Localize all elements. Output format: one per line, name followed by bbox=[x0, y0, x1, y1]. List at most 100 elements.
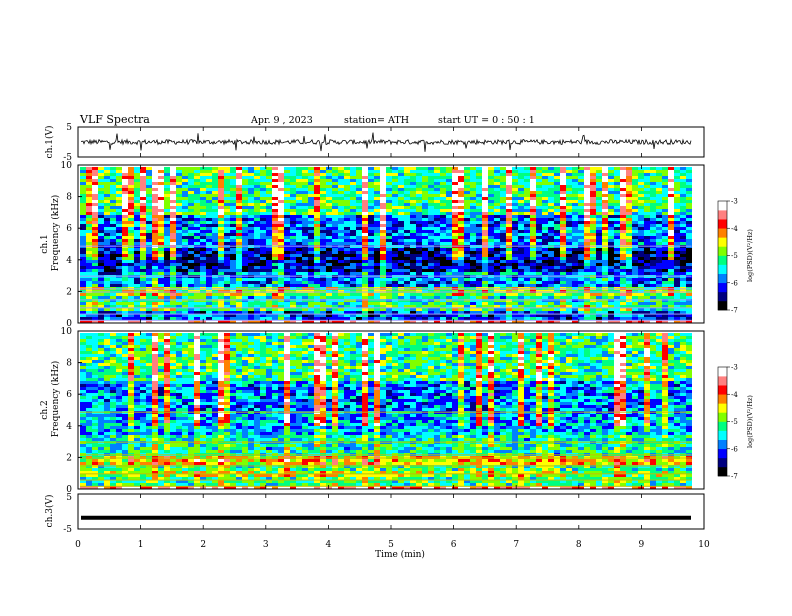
spectrogram-cell bbox=[398, 206, 404, 210]
spectrogram-cell bbox=[182, 299, 188, 303]
spectrogram-cell bbox=[542, 305, 548, 309]
spectrogram-cell bbox=[158, 230, 164, 234]
spectrogram-cell bbox=[344, 170, 350, 174]
spectrogram-cell bbox=[320, 200, 326, 204]
spectrogram-cell bbox=[320, 182, 326, 186]
spectrogram-cell bbox=[218, 269, 224, 273]
spectrogram-cell bbox=[176, 251, 182, 255]
spectrogram-cell bbox=[554, 314, 560, 318]
spectrogram-cell bbox=[146, 299, 152, 303]
spectrogram-cell bbox=[566, 278, 572, 282]
spectrogram-cell bbox=[212, 203, 218, 207]
spectrogram-cell bbox=[308, 212, 314, 216]
spectrogram-cell bbox=[248, 299, 254, 303]
spectrogram-cell bbox=[554, 239, 560, 243]
spectrogram-cell bbox=[224, 239, 230, 243]
spectrogram-cell bbox=[620, 311, 626, 315]
spectrogram-cell bbox=[374, 257, 380, 261]
spectrogram-cell bbox=[584, 284, 590, 288]
spectrogram-cell bbox=[122, 182, 128, 186]
spectrogram-cell bbox=[584, 194, 590, 198]
spectrogram-cell bbox=[500, 209, 506, 213]
spectrogram-cell bbox=[200, 272, 206, 276]
spectrogram-cell bbox=[194, 302, 200, 306]
spectrogram-cell bbox=[302, 167, 308, 171]
spectrogram-cell bbox=[146, 293, 152, 297]
spectrogram-cell bbox=[458, 209, 464, 213]
spectrogram-cell bbox=[608, 266, 614, 270]
spectrogram-cell bbox=[632, 176, 638, 180]
spectrogram-cell bbox=[494, 278, 500, 282]
spectrogram-cell bbox=[122, 176, 128, 180]
spectrogram-cell bbox=[188, 173, 194, 177]
spectrogram-cell bbox=[566, 272, 572, 276]
spectrogram-cell bbox=[200, 248, 206, 252]
spectrogram-cell bbox=[458, 239, 464, 243]
spectrogram-cell bbox=[464, 200, 470, 204]
spectrogram-cell bbox=[92, 206, 98, 210]
spectrogram-cell bbox=[638, 224, 644, 228]
spectrogram-cell bbox=[260, 230, 266, 234]
spectrogram-cell bbox=[524, 227, 530, 231]
spectrogram-cell bbox=[512, 284, 518, 288]
spectrogram-cell bbox=[314, 272, 320, 276]
spectrogram-cell bbox=[608, 269, 614, 273]
spectrogram-cell bbox=[224, 224, 230, 228]
spectrogram-cell bbox=[290, 182, 296, 186]
spectrogram-cell bbox=[452, 212, 458, 216]
spectrogram-cell bbox=[170, 254, 176, 258]
spectrogram-cell bbox=[98, 320, 104, 324]
spectrogram-cell bbox=[278, 221, 284, 225]
spectrogram-cell bbox=[398, 272, 404, 276]
spectrogram-cell bbox=[434, 320, 440, 324]
spectrogram-cell bbox=[428, 293, 434, 297]
spectrogram-cell bbox=[518, 182, 524, 186]
spectrogram-cell bbox=[332, 257, 338, 261]
spectrogram-cell bbox=[614, 263, 620, 267]
spectrogram-cell bbox=[128, 299, 134, 303]
spectrogram-cell bbox=[116, 293, 122, 297]
spectrogram-cell bbox=[428, 179, 434, 183]
spectrogram-cell bbox=[284, 179, 290, 183]
spectrogram-cell bbox=[530, 179, 536, 183]
spectrogram-cell bbox=[440, 263, 446, 267]
spectrogram-cell bbox=[350, 185, 356, 189]
spectrogram-cell bbox=[482, 200, 488, 204]
spectrogram-cell bbox=[308, 269, 314, 273]
spectrogram-cell bbox=[158, 218, 164, 222]
spectrogram-cell bbox=[410, 311, 416, 315]
spectrogram-cell bbox=[152, 296, 158, 300]
spectrogram-cell bbox=[272, 263, 278, 267]
spectrogram-cell bbox=[314, 173, 320, 177]
spectrogram-cell bbox=[260, 176, 266, 180]
spectrogram-cell bbox=[542, 185, 548, 189]
spectrogram-cell bbox=[290, 236, 296, 240]
spectrogram-cell bbox=[578, 209, 584, 213]
spectrogram-cell bbox=[128, 224, 134, 228]
spectrogram-cell bbox=[332, 254, 338, 258]
spectrogram-cell bbox=[134, 296, 140, 300]
spectrogram-cell bbox=[230, 227, 236, 231]
spectrogram-cell bbox=[446, 317, 452, 321]
spectrogram-cell bbox=[296, 212, 302, 216]
spectrogram-cell bbox=[572, 212, 578, 216]
spectrogram-cell bbox=[428, 239, 434, 243]
spectrogram-cell bbox=[434, 260, 440, 264]
spectrogram-cell bbox=[368, 173, 374, 177]
spectrogram-cell bbox=[596, 227, 602, 231]
spectrogram-cell bbox=[440, 185, 446, 189]
spectrogram-cell bbox=[398, 197, 404, 201]
spectrogram-cell bbox=[308, 317, 314, 321]
spectrogram-cell bbox=[392, 242, 398, 246]
spectrogram-cell bbox=[188, 302, 194, 306]
spectrogram-cell bbox=[92, 302, 98, 306]
spectrogram-cell bbox=[188, 224, 194, 228]
spectrogram-cell bbox=[626, 176, 632, 180]
spectrogram-cell bbox=[230, 263, 236, 267]
spectrogram-cell bbox=[566, 167, 572, 171]
spectrogram-cell bbox=[242, 260, 248, 264]
spectrogram-cell bbox=[296, 281, 302, 285]
spectrogram-cell bbox=[164, 206, 170, 210]
spectrogram-cell bbox=[146, 260, 152, 264]
spectrogram-cell bbox=[248, 254, 254, 258]
